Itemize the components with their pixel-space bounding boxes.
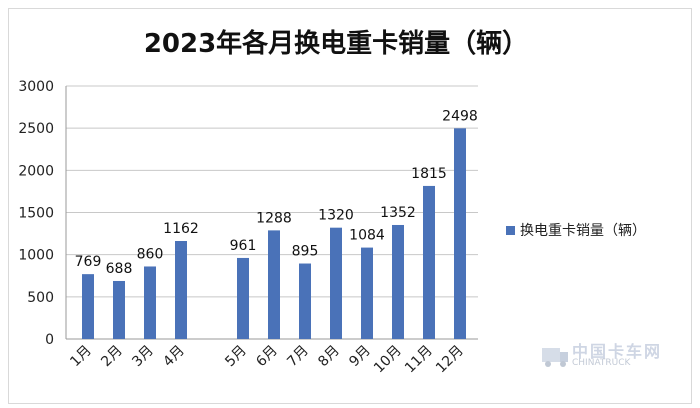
data-label: 2498	[442, 108, 478, 124]
data-label: 1352	[380, 205, 416, 221]
data-label: 1162	[163, 221, 199, 237]
data-label: 1084	[349, 228, 385, 244]
watermark-subtext: CHINATRUCK	[572, 358, 631, 368]
data-label: 1320	[318, 208, 354, 224]
y-tick-label: 1500	[18, 206, 54, 222]
x-tick-label: 3月	[129, 343, 157, 371]
data-label: 895	[292, 244, 319, 260]
data-label: 860	[137, 246, 164, 262]
chart-title: 2023年各月换电重卡销量（辆）	[144, 28, 528, 59]
truck-icon	[542, 348, 568, 367]
x-tick-label: 5月	[222, 343, 250, 371]
x-tick-label: 12月	[433, 343, 467, 377]
y-tick-label: 1000	[18, 248, 54, 264]
data-label: 688	[106, 261, 133, 277]
x-tick-label: 7月	[284, 343, 312, 371]
bar	[392, 224, 404, 339]
data-label: 1815	[411, 166, 447, 182]
bar	[361, 247, 373, 339]
y-tick-label: 500	[27, 290, 54, 306]
bar	[113, 280, 125, 339]
x-tick-label: 9月	[346, 343, 374, 371]
x-tick-label: 8月	[315, 343, 343, 371]
data-label: 769	[75, 254, 102, 270]
bar	[299, 263, 311, 339]
watermark-logo: 中国卡车网 CHINATRUCK	[540, 338, 690, 386]
x-tick-label: 1月	[67, 343, 95, 371]
bar	[144, 266, 156, 339]
x-tick-label: 10月	[371, 343, 405, 377]
bar	[237, 257, 249, 339]
bar	[330, 227, 342, 339]
watermark-text: 中国卡车网	[572, 342, 663, 361]
data-label: 961	[230, 238, 257, 254]
y-tick-label: 2000	[18, 163, 54, 179]
bar	[454, 128, 466, 339]
y-tick-label: 3000	[18, 79, 54, 95]
bar	[175, 241, 187, 339]
y-tick-label: 0	[45, 332, 54, 348]
data-label: 1288	[256, 210, 292, 226]
bar	[82, 274, 94, 339]
x-tick-label: 4月	[160, 343, 188, 371]
x-tick-label: 11月	[402, 343, 436, 377]
bar	[423, 185, 435, 339]
legend-label: 换电重卡销量（辆）	[520, 222, 646, 239]
bar	[268, 230, 280, 339]
x-tick-label: 6月	[253, 343, 281, 371]
y-tick-label: 2500	[18, 121, 54, 137]
legend-swatch	[506, 226, 515, 235]
x-tick-label: 2月	[98, 343, 126, 371]
